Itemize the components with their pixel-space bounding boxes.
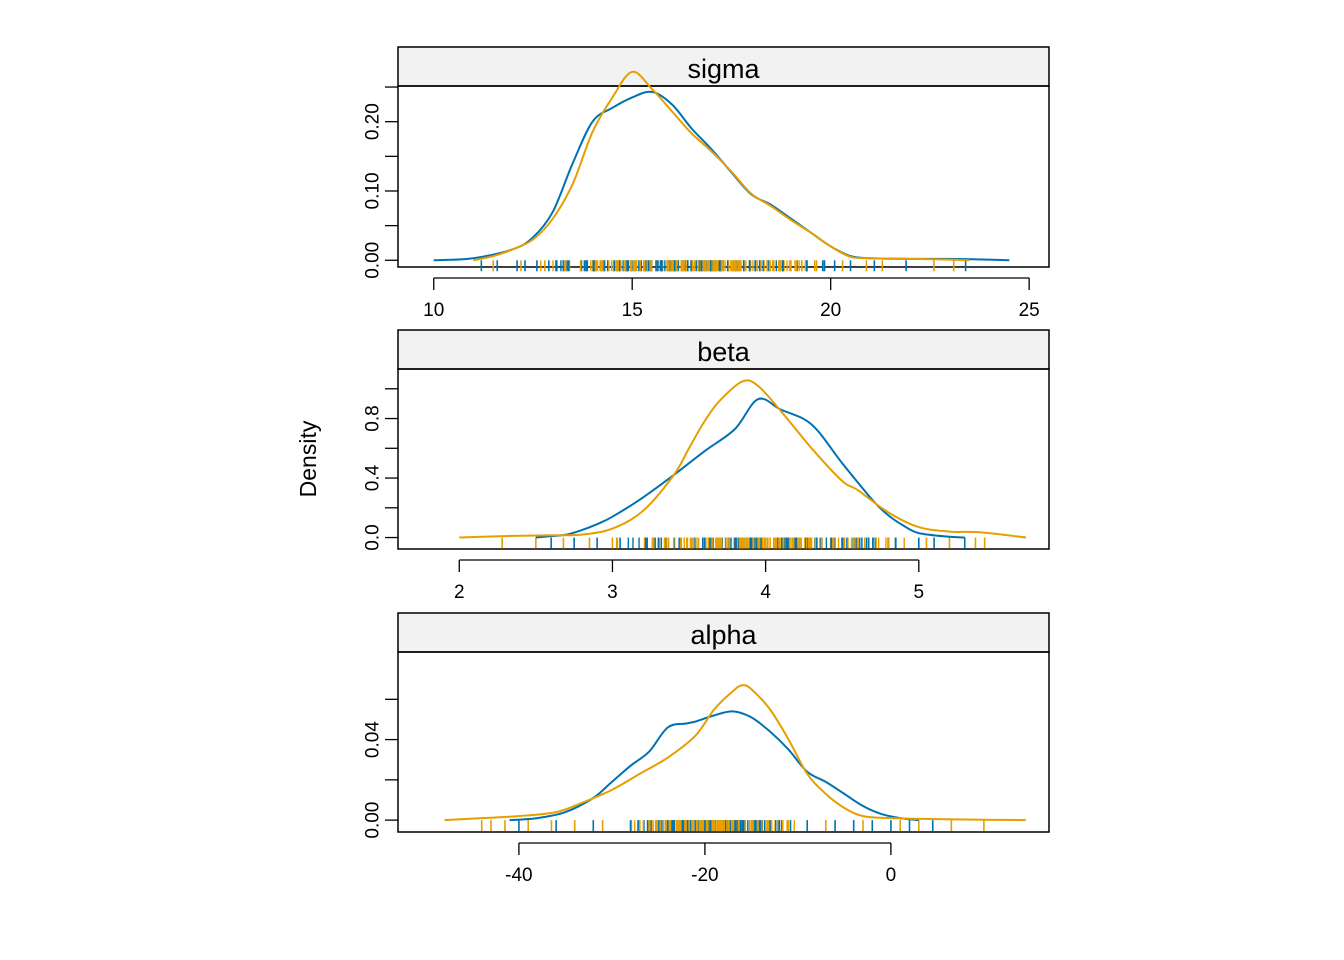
y-tick-label: 0.10 (363, 172, 384, 209)
panel-title: alpha (690, 620, 757, 650)
panel-title: sigma (687, 54, 760, 84)
panel-sigma: sigma 0.00 0.10 0.20 10 15 20 25 (363, 46, 1050, 321)
marks: 0.00 0.04 -40 -20 0 (363, 684, 1026, 886)
panel-beta: beta 0.0 0.4 0.8 2 3 4 5 (363, 329, 1050, 603)
x-tick-label: 3 (607, 582, 618, 603)
strip-background (397, 329, 1050, 370)
x-tick-label: -40 (505, 865, 532, 886)
x-tick-label: 10 (423, 300, 444, 321)
density-line-chain-1 (433, 90, 1010, 262)
x-tick-label: 15 (622, 300, 643, 321)
y-tick-label: 0.20 (363, 103, 384, 140)
strip-background (397, 612, 1050, 653)
x-tick-label: 2 (454, 582, 465, 603)
x-tick-label: -20 (691, 865, 718, 886)
x-tick-label: 20 (820, 300, 841, 321)
density-line-chain-2 (444, 684, 1026, 822)
rug (501, 537, 986, 549)
density-line-chain-2 (459, 379, 1027, 539)
y-tick-label: 0.4 (363, 464, 384, 491)
x-tick-label: 4 (760, 582, 771, 603)
marks: 0.0 0.4 0.8 2 3 4 5 (363, 379, 1027, 603)
density-line-chain-1 (509, 710, 919, 822)
y-axis-label: Density (295, 420, 321, 497)
density-line-chain-2 (473, 70, 970, 262)
y-tick-label: 0.00 (363, 242, 384, 279)
plot-frame (397, 368, 1050, 550)
y-tick-label: 0.8 (363, 405, 384, 431)
x-tick-label: 5 (914, 582, 925, 603)
strip-background (397, 46, 1050, 87)
plot-frame (397, 85, 1050, 268)
panel-title: beta (697, 337, 751, 367)
y-tick-label: 0.0 (363, 524, 384, 550)
x-tick-label: 0 (886, 865, 897, 886)
y-tick-label: 0.00 (363, 802, 384, 839)
panel-alpha: alpha 0.00 0.04 -40 -20 0 (363, 612, 1050, 886)
marks: 0.00 0.10 0.20 10 15 20 25 (363, 70, 1040, 321)
density-line-chain-1 (535, 397, 965, 539)
x-tick-label: 25 (1019, 300, 1040, 321)
rug (480, 260, 967, 272)
y-tick-label: 0.04 (363, 721, 384, 758)
rug (480, 820, 985, 832)
plot-frame (397, 651, 1050, 833)
